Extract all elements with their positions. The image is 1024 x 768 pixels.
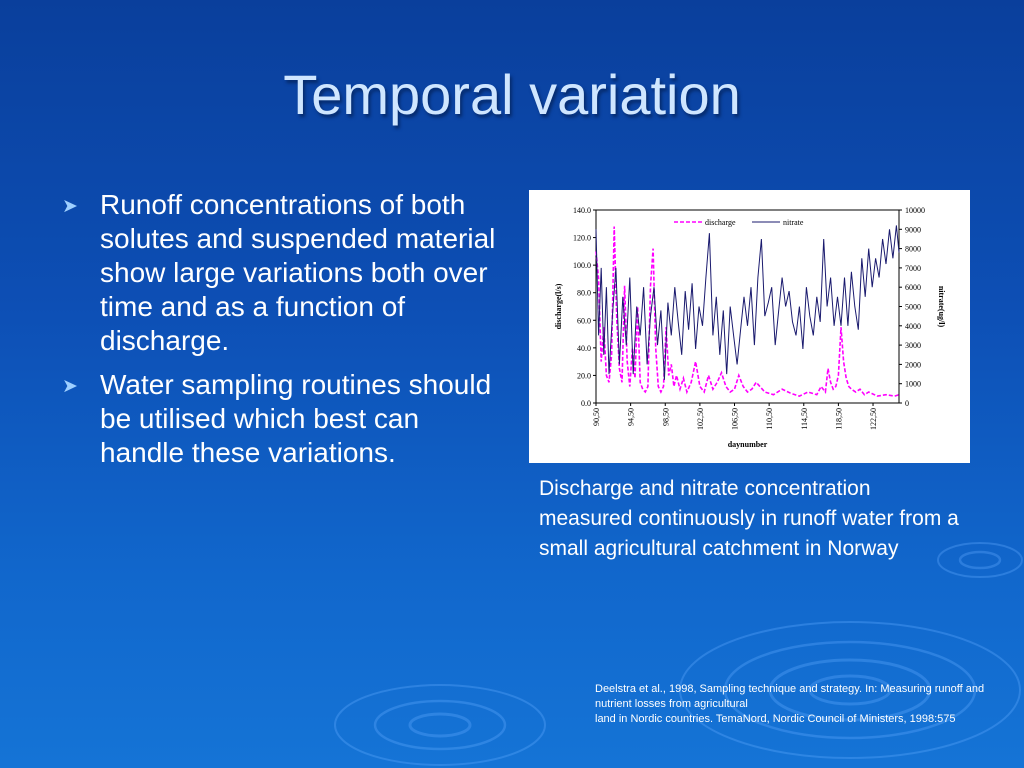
x-tick-label: 106,50 [731,408,740,430]
legend-label-discharge: discharge [705,218,736,227]
y-left-tick-label: 20.0 [577,371,591,380]
bullet-text: Water sampling routines should be utilis… [100,369,492,468]
x-tick-label: 114,50 [800,408,809,430]
plot-frame [595,209,900,404]
y-right-tick-label: 7000 [905,264,921,273]
bullet-item: ➤ Runoff concentrations of both solutes … [62,188,502,358]
discharge-nitrate-chart: 140.0120.0100.080.060.040.020.00.0100009… [554,206,946,449]
y-right-tick-label: 3000 [905,341,921,350]
arrow-bullet-icon: ➤ [62,375,78,397]
y-right-tick-label: 4000 [905,322,921,331]
series-line-nitrate [595,225,900,380]
y-right-tick-label: 6000 [905,283,921,292]
reference-citation: Deelstra et al., 1998, Sampling techniqu… [595,682,995,727]
x-tick-label: 122,50 [869,408,878,430]
x-tick-label: 118,50 [834,408,843,430]
y-left-tick-label: 60.0 [577,316,591,325]
y-right-tick-label: 1000 [905,380,921,389]
bullet-text: Runoff concentrations of both solutes an… [100,189,496,356]
y-right-tick-label: 9000 [905,225,921,234]
y-right-tick-label: 2000 [905,360,921,369]
chart-panel: 140.0 120.0 100.0 80.0 60.0 40.0 20.0 0.0 10000 9… [529,190,970,463]
y-left-tick-label: 80.0 [577,289,591,298]
y-left-tick-label: 40.0 [577,344,591,353]
bullet-item: ➤ Water sampling routines should be util… [62,368,502,470]
series-line-discharge [595,226,900,397]
chart-caption: Discharge and nitrate concentration meas… [539,477,959,560]
legend-label-nitrate: nitrate [783,218,804,227]
reference-line: Deelstra et al., 1998, Sampling techniqu… [595,683,985,710]
y-left-tick-label: 120.0 [573,234,591,243]
arrow-bullet-icon: ➤ [62,195,78,217]
reference-line: land in Nordic countries. TemaNord, Nord… [595,713,956,725]
y-left-axis-label: discharge(l/s) [554,283,563,329]
y-right-axis-label: nitrate(ug/l) [937,286,946,328]
y-right-tick-label: 0 [905,399,909,408]
x-tick-label: 90,50 [592,408,601,426]
y-right-tick-label: 5000 [905,303,921,312]
y-left-tick-label: 140.0 [573,206,591,215]
x-tick-label: 110,50 [765,408,774,430]
y-left-tick-label: 100.0 [573,261,591,270]
x-tick-label: 98,50 [661,408,670,426]
page-title: Temporal variation [283,63,741,126]
x-axis-label: daynumber [728,440,768,449]
y-right-tick-label: 8000 [905,245,921,254]
y-left-tick-label: 0.0 [581,399,591,408]
x-tick-label: 102,50 [696,408,705,430]
x-tick-label: 94,50 [627,408,636,426]
y-right-tick-label: 10000 [905,206,925,215]
bullet-list: ➤ Runoff concentrations of both solutes … [62,188,502,480]
